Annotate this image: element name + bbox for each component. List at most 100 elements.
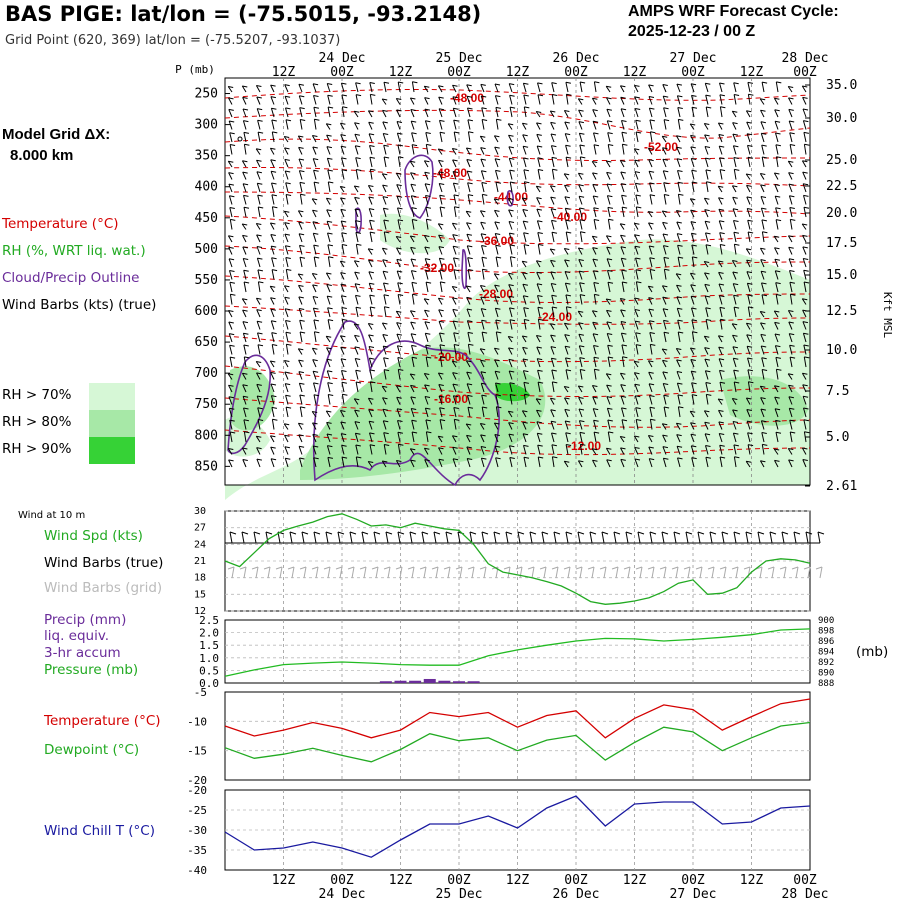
wind-barb: [493, 422, 499, 430]
wind-barb-flag: [649, 119, 655, 122]
wind-barb: [733, 307, 737, 318]
wind-barb-flag: [677, 158, 683, 161]
legend-rh80-label: RH > 80%: [2, 414, 72, 430]
wind-barb-flag: [536, 271, 542, 274]
wind-barb: [271, 206, 275, 218]
pressure-tick-label: 800: [195, 428, 218, 443]
wind-barb-flag: [382, 408, 388, 411]
wind-barb: [661, 348, 667, 355]
wind-barb: [339, 186, 345, 193]
wind-barb: [578, 133, 583, 143]
wind-barb-flag: [328, 394, 334, 396]
wind-barb-flag: [802, 372, 808, 375]
wind-barb-flag: [732, 133, 738, 136]
wind-barb-grid: [519, 566, 523, 579]
wind-barb-flag: [788, 384, 794, 387]
wind-barb-flag: [565, 345, 571, 348]
wind-barb: [340, 433, 345, 443]
wind-barb-flag: [621, 257, 627, 260]
wind-barb-flag: [523, 295, 529, 298]
wind-barb-flag: [425, 206, 431, 209]
wind-barb: [787, 235, 793, 243]
wind-barb: [228, 183, 233, 193]
wind-barb: [593, 432, 597, 443]
wind-barb: [579, 207, 583, 218]
wind-barb-flag: [341, 157, 347, 160]
wind-barb-flag: [579, 345, 585, 348]
wind-barb: [760, 322, 765, 330]
wind-barb: [801, 447, 807, 455]
wind-barb: [325, 272, 331, 280]
wind-barb-flag: [565, 357, 571, 360]
wind-barb: [704, 83, 709, 93]
wind-barb: [285, 194, 289, 205]
temp-contour-label: -48.00: [433, 166, 467, 180]
wind-barb: [466, 245, 471, 255]
wind-barb: [802, 108, 807, 118]
wind-barb-flag: [510, 256, 516, 259]
wind-barb: [605, 235, 611, 243]
wind-barb-flag: [355, 294, 361, 297]
wind-barb-flag: [453, 119, 459, 122]
wind-barb: [494, 308, 499, 318]
wind-barb-flag: [270, 222, 276, 225]
wind-barb-flag: [229, 419, 235, 422]
bottom-time-tick: 00Z: [681, 873, 705, 888]
wind-barb: [480, 222, 485, 230]
wind-barb-flag: [663, 394, 669, 397]
wind-barb-flag: [481, 107, 487, 110]
wind-barb-flag: [342, 393, 348, 396]
height-tick-label: 2.61: [826, 479, 857, 494]
wind-barb-flag: [522, 283, 528, 286]
wind-barb: [663, 257, 667, 268]
wind-barb-flag: [718, 208, 724, 211]
wind-barb-flag: [466, 285, 472, 288]
wind-barb-flag: [481, 457, 487, 460]
wind-barb: [635, 344, 639, 355]
wind-barb: [551, 232, 555, 243]
wind-barb-flag: [382, 322, 388, 325]
wind-barb: [255, 361, 261, 368]
wind-barb-flag: [480, 446, 487, 448]
wind-barb-flag: [482, 268, 488, 271]
wind-barb: [564, 334, 569, 343]
wind-barb: [803, 419, 807, 430]
wind-barb: [718, 220, 723, 230]
wind-barb: [747, 444, 751, 455]
wind-barb: [326, 295, 331, 305]
wind-barb: [395, 236, 401, 243]
wind-barb: [354, 421, 359, 430]
wind-barb: [509, 181, 513, 193]
wind-barb-true: [241, 531, 245, 544]
wind-barb: [369, 82, 373, 93]
wind-barb: [703, 261, 709, 268]
wind-barb-grid: [411, 566, 415, 579]
wind-barb: [480, 95, 485, 105]
wind-barb: [229, 207, 233, 218]
wind-barb-flag: [494, 135, 500, 138]
wind-barb: [718, 421, 723, 430]
wind-barb-grid: [639, 566, 643, 579]
wind-barb: [452, 458, 457, 468]
wind-barb-flag: [718, 346, 724, 349]
wind-barb: [451, 148, 457, 155]
wind-barb-flag: [802, 85, 808, 88]
wind-barb-flag: [551, 294, 557, 297]
wind-barb: [285, 257, 289, 268]
wind-barb: [802, 333, 807, 343]
wind-barb: [495, 182, 499, 193]
wind-barb-flag: [761, 432, 767, 434]
wind-barb-flag: [509, 445, 515, 448]
wind-barb-flag: [761, 144, 767, 147]
wind-barb-flag: [230, 356, 236, 359]
wind-barb-grid-flag: [359, 566, 367, 570]
wind-barb-flag: [691, 457, 697, 460]
wind-barb: [761, 231, 765, 243]
wind-barb: [663, 406, 667, 418]
wind-barb: [481, 406, 485, 418]
wind-barb: [717, 186, 723, 193]
wind-barb: [369, 444, 373, 455]
wind-barb: [690, 284, 695, 293]
wind-barb: [690, 146, 695, 155]
wind-barb: [479, 285, 485, 293]
